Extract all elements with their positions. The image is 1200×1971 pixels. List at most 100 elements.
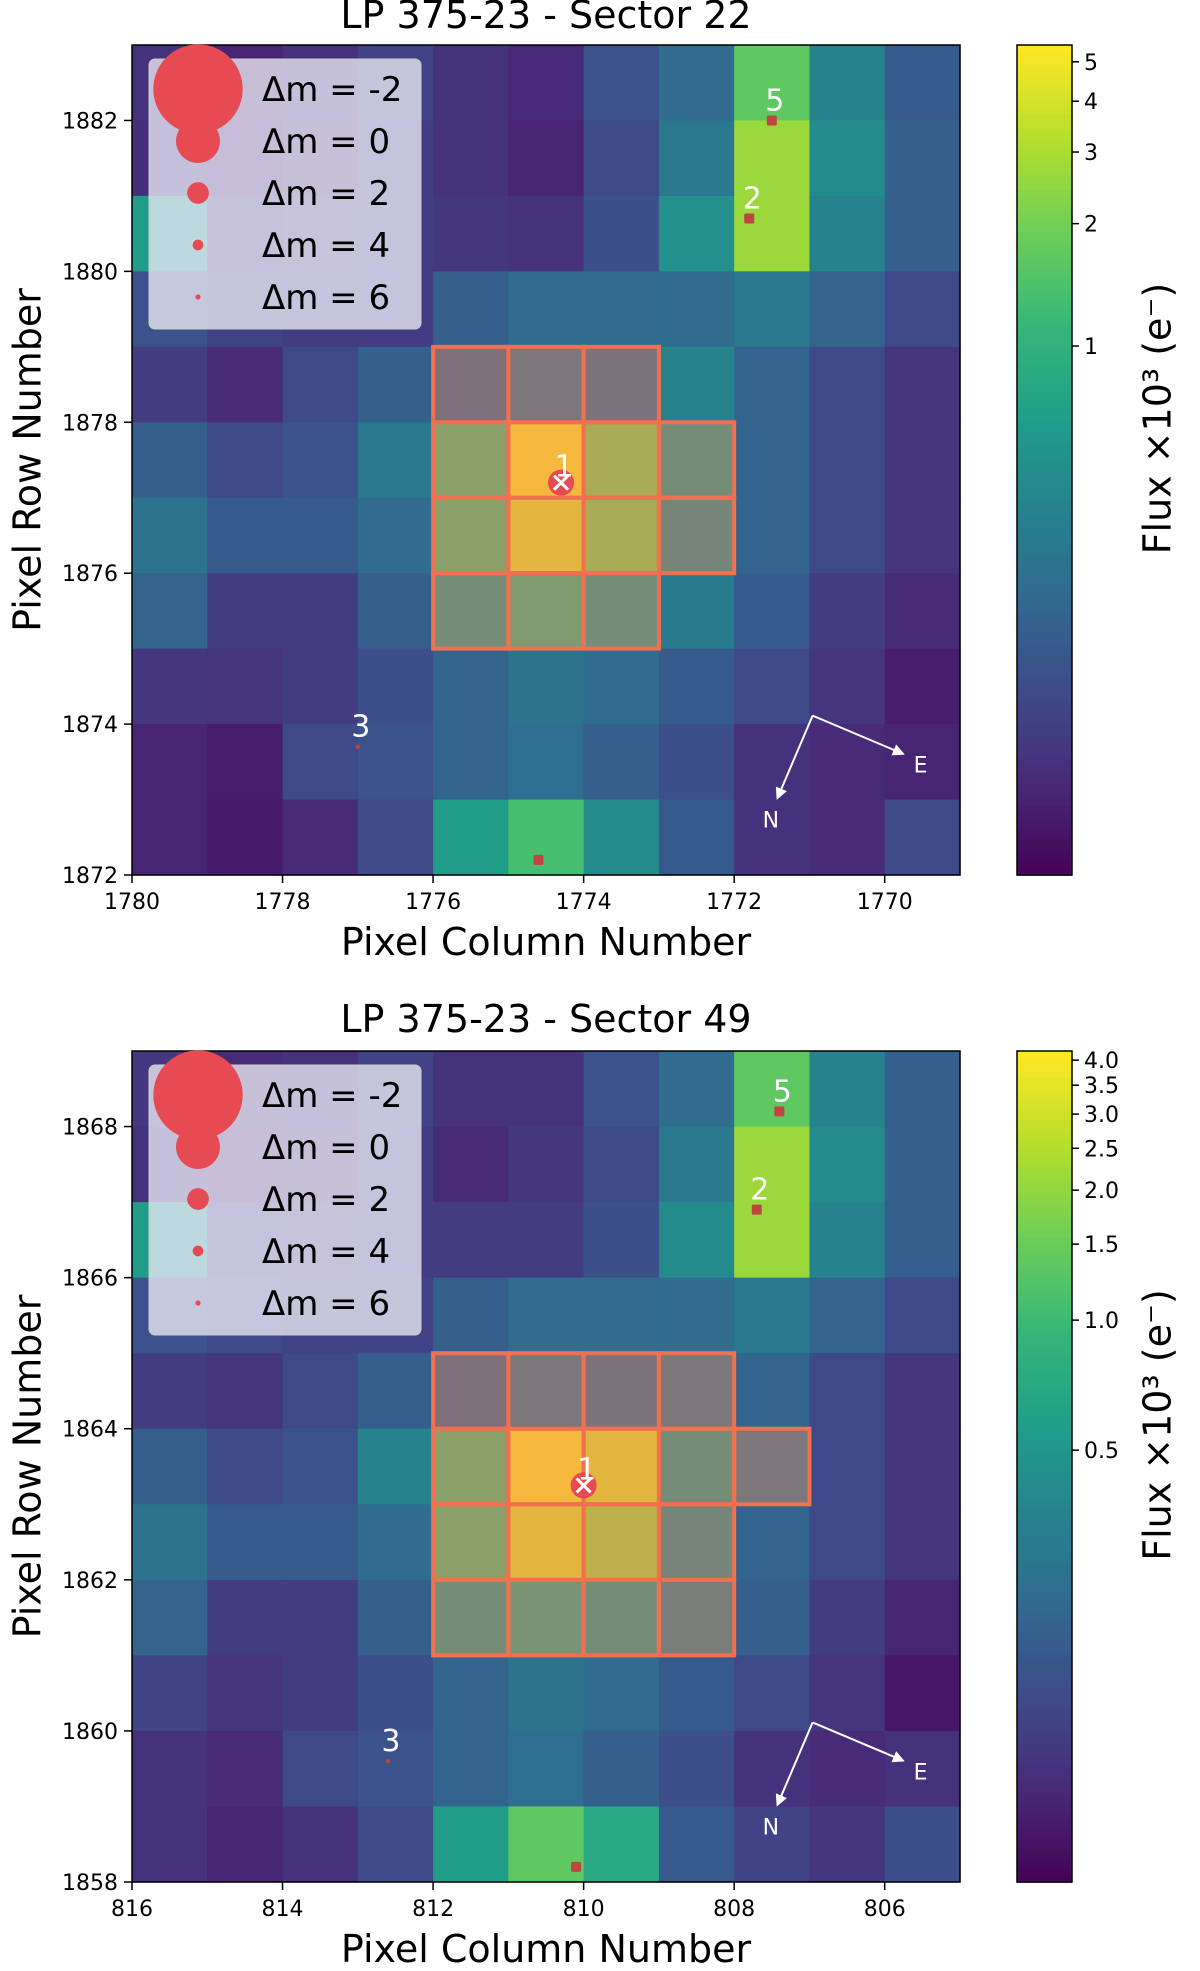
compass: NE — [763, 1721, 928, 1840]
heatmap-cell — [809, 195, 886, 272]
heatmap-cell — [658, 1353, 735, 1430]
colorbar: 4.03.5 3.0 2.5 2.0 1.5 1.0 0.5 Flux ×10³ (e⁻) — [1016, 1049, 1180, 1883]
colorbar-frame — [1016, 44, 1073, 876]
colorbar-segment — [1017, 1563, 1072, 1572]
star-marker — [571, 1861, 582, 1872]
colorbar-segment — [1017, 1390, 1072, 1399]
colorbar-segment — [1017, 1750, 1072, 1759]
heatmap-cell — [282, 1504, 359, 1581]
colorbar-segment — [1017, 1501, 1072, 1509]
colorbar-segment — [1017, 1577, 1072, 1586]
heatmap-cell — [357, 573, 434, 650]
heatmap-cell — [433, 1730, 509, 1808]
east-arrow — [812, 714, 905, 756]
x-axis-label: Pixel Column Number — [341, 920, 752, 964]
colorbar-tick-label: 2.5 — [1084, 1137, 1119, 1162]
heatmap-cell — [884, 648, 961, 725]
colorbar-segment — [1017, 1438, 1072, 1447]
colorbar-segment — [1017, 1487, 1072, 1495]
colorbar-segment — [1017, 764, 1072, 773]
aperture-pixel — [431, 495, 511, 576]
heatmap-cell — [734, 195, 811, 272]
colorbar-segment — [1017, 1480, 1072, 1489]
colorbar-segment — [1017, 577, 1072, 586]
north-arrow — [775, 1722, 814, 1807]
colorbar-segment — [1017, 1092, 1072, 1101]
colorbar-segment — [1017, 204, 1072, 212]
colorbar-segment — [1017, 45, 1072, 53]
colorbar-segment — [1017, 1653, 1072, 1662]
colorbar-segment — [1017, 1210, 1072, 1218]
colorbar-segment — [1017, 245, 1072, 254]
heatmap-cell — [809, 1126, 886, 1203]
heatmap-cell — [884, 120, 961, 197]
colorbar-segment — [1017, 342, 1072, 351]
x-tick-label: 816 — [111, 1897, 153, 1922]
aperture-pixel — [506, 1426, 586, 1507]
heatmap-cell — [508, 648, 585, 725]
heatmap-cell — [658, 1806, 735, 1883]
star-label: 1 — [555, 450, 574, 485]
colorbar-segment — [1017, 1258, 1072, 1267]
colorbar-segment — [1017, 134, 1072, 143]
heatmap-cell — [433, 1126, 509, 1203]
heatmap-cell — [734, 346, 811, 423]
colorbar-segment — [1017, 1182, 1072, 1191]
heatmap-cell — [734, 573, 811, 650]
colorbar-segment — [1017, 418, 1072, 427]
legend-label: Δm = 4 — [262, 226, 390, 266]
colorbar-tick-label: 5 — [1084, 51, 1098, 76]
heatmap-cell — [207, 1730, 284, 1808]
colorbar-segment — [1017, 1473, 1072, 1482]
heatmap-cell — [433, 271, 509, 348]
heatmap-cell — [508, 346, 585, 423]
legend-marker — [192, 1245, 204, 1257]
colorbar-segment — [1017, 1764, 1072, 1772]
colorbar-segment — [1017, 252, 1072, 261]
colorbar-segment — [1017, 1715, 1072, 1724]
colorbar-segment — [1017, 1805, 1072, 1814]
colorbar-segment — [1017, 1362, 1072, 1371]
heatmap-cell — [884, 497, 961, 574]
colorbar-segment — [1017, 1701, 1072, 1710]
colorbar-segment — [1017, 1237, 1072, 1246]
heatmap-cell — [884, 573, 961, 650]
target-cross-icon — [575, 1477, 592, 1494]
heatmap-cell — [809, 1051, 886, 1128]
heatmap-cell — [809, 724, 886, 801]
heatmap-cell — [884, 724, 961, 801]
heatmap-cell — [884, 1202, 961, 1279]
colorbar-segment — [1017, 183, 1072, 192]
colorbar-segment — [1017, 1217, 1072, 1225]
heatmap-cell — [583, 422, 660, 499]
colorbar-segment — [1017, 217, 1072, 226]
heatmap-cell — [207, 1428, 284, 1505]
colorbar-segment — [1017, 1605, 1072, 1613]
heatmap-cell — [508, 1428, 585, 1505]
heatmap-cell — [734, 648, 811, 725]
heatmap-cell — [508, 573, 585, 650]
colorbar-segment — [1017, 287, 1072, 295]
colorbar-tick-label: 1.0 — [1084, 1309, 1119, 1334]
colorbar-segment — [1017, 155, 1072, 164]
legend: Δm = -2 Δm = 0 Δm = 2 Δm = 4 Δm = 6 — [148, 44, 422, 330]
colorbar-segment — [1017, 1625, 1072, 1634]
heatmap-cell — [658, 1730, 735, 1808]
heatmap-cell — [734, 1579, 811, 1656]
heatmap-cell — [433, 1277, 509, 1354]
colorbar-segment — [1017, 1099, 1072, 1108]
colorbar-segment — [1017, 840, 1072, 849]
colorbar-segment — [1017, 169, 1072, 178]
colorbar-segment — [1017, 466, 1072, 475]
colorbar-segment — [1017, 1452, 1072, 1461]
heatmap-cell — [282, 1655, 359, 1732]
heatmap-cell — [357, 724, 434, 801]
colorbar-segment — [1017, 190, 1072, 198]
aperture — [431, 1351, 812, 1658]
heatmap-cell — [734, 120, 811, 197]
east-arrow — [812, 1721, 905, 1763]
colorbar-segment — [1017, 439, 1072, 447]
colorbar-segment — [1017, 1141, 1072, 1149]
heatmap-cell — [357, 1806, 434, 1883]
aperture-pixel — [656, 420, 737, 500]
